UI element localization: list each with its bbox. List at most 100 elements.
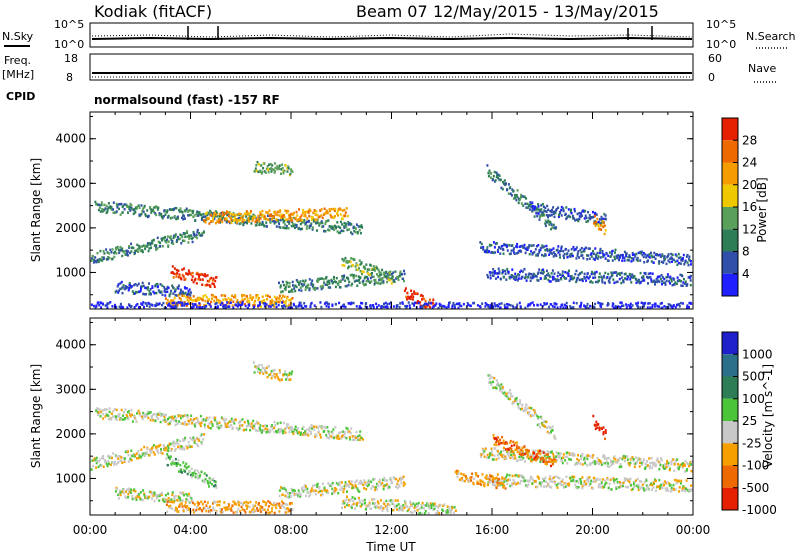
range-cell xyxy=(169,235,172,238)
range-cell xyxy=(356,501,359,505)
range-cell xyxy=(567,214,570,218)
range-cell xyxy=(285,225,288,228)
range-cell xyxy=(618,256,621,259)
range-cell xyxy=(646,254,649,257)
range-cell xyxy=(180,300,183,303)
range-cell xyxy=(648,253,651,256)
range-cell xyxy=(123,251,126,254)
range-cell xyxy=(167,423,170,426)
range-cell xyxy=(273,210,276,214)
range-cell xyxy=(549,214,551,217)
range-cell xyxy=(653,478,656,481)
range-cell xyxy=(160,493,163,497)
range-cell xyxy=(346,503,348,507)
range-cell xyxy=(399,273,402,277)
range-cell xyxy=(347,484,350,487)
range-cell xyxy=(383,272,386,276)
range-cell xyxy=(109,301,112,304)
range-cell xyxy=(120,456,123,459)
range-cell xyxy=(487,171,490,175)
range-cell xyxy=(141,249,144,252)
range-cell xyxy=(275,506,278,510)
range-cell xyxy=(182,292,185,295)
range-cell xyxy=(527,483,530,486)
range-cell xyxy=(490,244,493,247)
range-cell xyxy=(392,279,395,282)
range-cell xyxy=(411,292,414,296)
range-cell xyxy=(184,291,187,295)
range-cell xyxy=(97,301,100,304)
range-cell xyxy=(288,430,291,434)
range-cell xyxy=(389,499,392,502)
range-cell xyxy=(289,502,292,505)
range-cell xyxy=(146,447,149,451)
range-cell xyxy=(537,244,540,247)
range-cell xyxy=(270,503,273,506)
range-cell xyxy=(375,482,378,486)
range-cell xyxy=(375,265,378,268)
range-cell xyxy=(213,217,216,221)
range-cell xyxy=(622,484,625,488)
range-cell xyxy=(301,211,304,215)
range-cell xyxy=(355,268,358,271)
range-cell xyxy=(155,302,158,305)
range-cell xyxy=(129,413,131,416)
range-cell xyxy=(573,475,576,479)
range-cell xyxy=(101,208,104,211)
range-cell xyxy=(179,463,182,467)
range-cell xyxy=(97,260,100,264)
range-cell xyxy=(308,426,311,429)
range-cell xyxy=(426,503,429,506)
range-cell xyxy=(407,508,410,511)
range-cell xyxy=(115,418,118,421)
range-cell xyxy=(658,253,661,257)
range-cell xyxy=(499,252,502,255)
range-cell xyxy=(184,470,187,473)
range-cell xyxy=(203,425,206,429)
range-cell xyxy=(586,254,588,257)
range-cell xyxy=(617,254,620,257)
range-cell xyxy=(96,251,99,255)
range-cell xyxy=(368,479,371,483)
range-cell xyxy=(218,500,221,503)
range-cell xyxy=(598,272,601,275)
range-cell xyxy=(224,307,227,310)
range-cell xyxy=(310,218,313,221)
range-cell xyxy=(452,301,455,305)
range-cell xyxy=(176,441,179,444)
range-cell xyxy=(279,209,282,212)
range-cell xyxy=(591,216,594,219)
range-cell xyxy=(163,413,166,417)
range-cell xyxy=(100,201,103,204)
range-cell xyxy=(524,202,527,206)
range-cell xyxy=(316,280,319,283)
range-cell xyxy=(651,488,653,491)
range-cell xyxy=(363,487,366,490)
range-cell xyxy=(118,251,121,255)
range-cell xyxy=(152,210,155,214)
range-cell xyxy=(112,409,115,413)
range-cell xyxy=(247,501,250,505)
range-cell xyxy=(535,211,538,215)
range-cell xyxy=(425,504,427,507)
range-cell xyxy=(273,303,276,306)
range-cell xyxy=(190,414,193,417)
range-cell xyxy=(171,239,174,243)
range-cell xyxy=(199,273,202,276)
range-cell xyxy=(568,458,571,461)
range-cell xyxy=(109,455,112,458)
range-cell xyxy=(163,497,166,500)
range-cell xyxy=(182,217,185,221)
range-cell xyxy=(319,209,322,212)
range-cell xyxy=(192,280,195,284)
range-cell xyxy=(288,303,291,307)
range-cell xyxy=(584,246,587,250)
range-cell xyxy=(195,233,198,237)
range-cell xyxy=(205,474,208,477)
range-cell xyxy=(524,306,527,310)
range-cell xyxy=(602,274,605,278)
range-cell xyxy=(649,275,652,279)
range-cell xyxy=(406,304,409,308)
range-cell xyxy=(246,213,249,216)
range-cell xyxy=(601,302,604,306)
